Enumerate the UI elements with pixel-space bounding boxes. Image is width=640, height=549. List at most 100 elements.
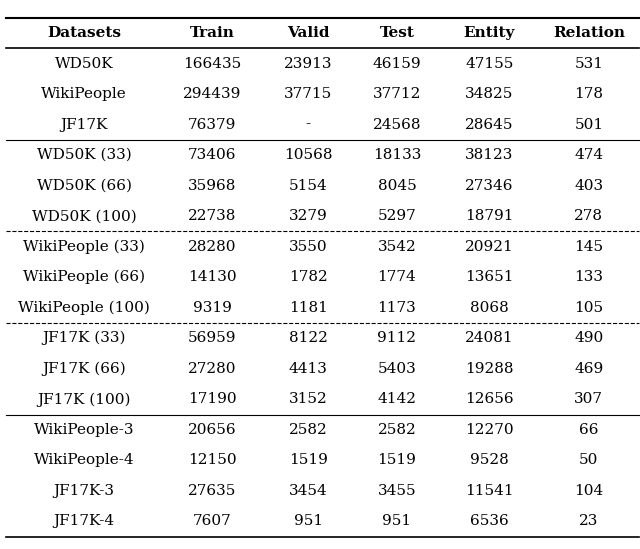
- Text: 35968: 35968: [188, 178, 236, 193]
- Text: JF17K-4: JF17K-4: [54, 514, 115, 529]
- Text: 47155: 47155: [465, 57, 513, 71]
- Text: 27280: 27280: [188, 362, 236, 376]
- Text: WikiPeople: WikiPeople: [42, 87, 127, 101]
- Text: 2582: 2582: [378, 423, 417, 437]
- Text: 307: 307: [574, 393, 604, 406]
- Text: 8045: 8045: [378, 178, 417, 193]
- Text: 18133: 18133: [372, 148, 421, 162]
- Text: 490: 490: [574, 331, 604, 345]
- Text: 10568: 10568: [284, 148, 332, 162]
- Text: 20921: 20921: [465, 240, 514, 254]
- Text: Relation: Relation: [553, 26, 625, 40]
- Text: WD50K (100): WD50K (100): [32, 209, 136, 223]
- Text: -: -: [305, 117, 310, 132]
- Text: 50: 50: [579, 453, 598, 467]
- Text: 7607: 7607: [193, 514, 232, 529]
- Text: 951: 951: [382, 514, 412, 529]
- Text: WD50K (66): WD50K (66): [36, 178, 132, 193]
- Text: 34825: 34825: [465, 87, 513, 101]
- Text: 8122: 8122: [289, 331, 328, 345]
- Text: 8068: 8068: [470, 301, 509, 315]
- Text: 12150: 12150: [188, 453, 236, 467]
- Text: 1782: 1782: [289, 270, 328, 284]
- Text: 22738: 22738: [188, 209, 236, 223]
- Text: 4142: 4142: [378, 393, 417, 406]
- Text: 403: 403: [574, 178, 604, 193]
- Text: 1519: 1519: [289, 453, 328, 467]
- Text: 3454: 3454: [289, 484, 328, 498]
- Text: 501: 501: [574, 117, 604, 132]
- Text: WikiPeople (33): WikiPeople (33): [23, 239, 145, 254]
- Text: 5297: 5297: [378, 209, 417, 223]
- Text: 9319: 9319: [193, 301, 232, 315]
- Text: 24568: 24568: [372, 117, 421, 132]
- Text: 37712: 37712: [372, 87, 421, 101]
- Text: Valid: Valid: [287, 26, 330, 40]
- Text: 294439: 294439: [183, 87, 241, 101]
- Text: 166435: 166435: [183, 57, 241, 71]
- Text: 1181: 1181: [289, 301, 328, 315]
- Text: 105: 105: [574, 301, 604, 315]
- Text: WikiPeople-4: WikiPeople-4: [34, 453, 134, 467]
- Text: WikiPeople (100): WikiPeople (100): [19, 300, 150, 315]
- Text: 20656: 20656: [188, 423, 236, 437]
- Text: 37715: 37715: [284, 87, 332, 101]
- Text: 3550: 3550: [289, 240, 328, 254]
- Text: 5403: 5403: [378, 362, 417, 376]
- Text: 2582: 2582: [289, 423, 328, 437]
- Text: WD50K: WD50K: [55, 57, 113, 71]
- Text: 3152: 3152: [289, 393, 328, 406]
- Text: 56959: 56959: [188, 331, 236, 345]
- Text: 4413: 4413: [289, 362, 328, 376]
- Text: 951: 951: [294, 514, 323, 529]
- Text: Train: Train: [189, 26, 235, 40]
- Text: 76379: 76379: [188, 117, 236, 132]
- Text: 28280: 28280: [188, 240, 236, 254]
- Text: 1519: 1519: [378, 453, 417, 467]
- Text: WikiPeople (66): WikiPeople (66): [23, 270, 145, 284]
- Text: WikiPeople-3: WikiPeople-3: [34, 423, 134, 437]
- Text: 18791: 18791: [465, 209, 513, 223]
- Text: 19288: 19288: [465, 362, 513, 376]
- Text: JF17K: JF17K: [61, 117, 108, 132]
- Text: 278: 278: [574, 209, 604, 223]
- Text: 24081: 24081: [465, 331, 514, 345]
- Text: JF17K (33): JF17K (33): [42, 331, 126, 345]
- Text: 12656: 12656: [465, 393, 514, 406]
- Text: 1173: 1173: [378, 301, 417, 315]
- Text: 27635: 27635: [188, 484, 236, 498]
- Text: 23913: 23913: [284, 57, 332, 71]
- Text: 104: 104: [574, 484, 604, 498]
- Text: 133: 133: [574, 270, 604, 284]
- Text: 17190: 17190: [188, 393, 236, 406]
- Text: 13651: 13651: [465, 270, 513, 284]
- Text: 66: 66: [579, 423, 598, 437]
- Text: 9528: 9528: [470, 453, 509, 467]
- Text: 46159: 46159: [372, 57, 421, 71]
- Text: 28645: 28645: [465, 117, 513, 132]
- Text: 3542: 3542: [378, 240, 417, 254]
- Text: 38123: 38123: [465, 148, 513, 162]
- Text: JF17K (100): JF17K (100): [38, 392, 131, 406]
- Text: WD50K (33): WD50K (33): [37, 148, 132, 162]
- Text: 3455: 3455: [378, 484, 416, 498]
- Text: 145: 145: [574, 240, 604, 254]
- Text: 5154: 5154: [289, 178, 328, 193]
- Text: 531: 531: [574, 57, 604, 71]
- Text: 3279: 3279: [289, 209, 328, 223]
- Text: 6536: 6536: [470, 514, 509, 529]
- Text: JF17K-3: JF17K-3: [54, 484, 115, 498]
- Text: 178: 178: [574, 87, 604, 101]
- Text: 23: 23: [579, 514, 598, 529]
- Text: Datasets: Datasets: [47, 26, 121, 40]
- Text: Test: Test: [380, 26, 414, 40]
- Text: 14130: 14130: [188, 270, 236, 284]
- Text: 469: 469: [574, 362, 604, 376]
- Text: 12270: 12270: [465, 423, 514, 437]
- Text: 27346: 27346: [465, 178, 513, 193]
- Text: 9112: 9112: [378, 331, 417, 345]
- Text: 73406: 73406: [188, 148, 236, 162]
- Text: 11541: 11541: [465, 484, 514, 498]
- Text: 474: 474: [574, 148, 604, 162]
- Text: JF17K (66): JF17K (66): [42, 362, 126, 376]
